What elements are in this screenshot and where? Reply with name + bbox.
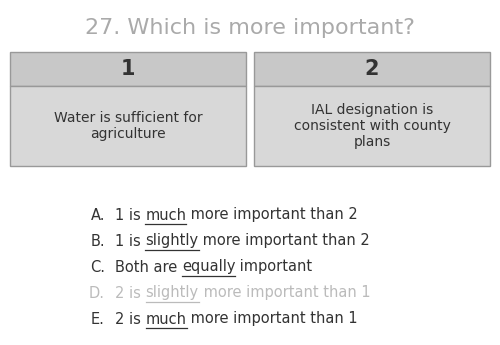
Text: Water is sufficient for
agriculture: Water is sufficient for agriculture bbox=[54, 111, 203, 141]
Text: Both are: Both are bbox=[115, 259, 182, 275]
Text: B.: B. bbox=[90, 234, 105, 248]
Text: more important than 1: more important than 1 bbox=[198, 286, 370, 300]
Text: more important than 1: more important than 1 bbox=[186, 312, 358, 326]
Text: much: much bbox=[146, 312, 186, 326]
Text: more important than 2: more important than 2 bbox=[198, 234, 370, 248]
Text: much: much bbox=[146, 207, 186, 223]
Text: D.: D. bbox=[89, 286, 105, 300]
Text: 1: 1 bbox=[121, 59, 135, 79]
FancyBboxPatch shape bbox=[10, 52, 246, 86]
Text: slightly: slightly bbox=[146, 234, 199, 248]
FancyBboxPatch shape bbox=[254, 52, 490, 86]
Text: important: important bbox=[236, 259, 312, 275]
Text: 1 is: 1 is bbox=[115, 207, 146, 223]
Text: 27. Which is more important?: 27. Which is more important? bbox=[85, 18, 415, 38]
Text: 1 is: 1 is bbox=[115, 234, 146, 248]
Text: C.: C. bbox=[90, 259, 105, 275]
Text: more important than 2: more important than 2 bbox=[186, 207, 358, 223]
Text: IAL designation is
consistent with county
plans: IAL designation is consistent with count… bbox=[294, 103, 450, 149]
Text: 2 is: 2 is bbox=[115, 286, 146, 300]
Text: 2 is: 2 is bbox=[115, 312, 146, 326]
Text: E.: E. bbox=[91, 312, 105, 326]
FancyBboxPatch shape bbox=[254, 86, 490, 166]
Text: 2: 2 bbox=[365, 59, 380, 79]
FancyBboxPatch shape bbox=[10, 86, 246, 166]
Text: slightly: slightly bbox=[146, 286, 199, 300]
Text: equally: equally bbox=[182, 259, 236, 275]
Text: A.: A. bbox=[90, 207, 105, 223]
